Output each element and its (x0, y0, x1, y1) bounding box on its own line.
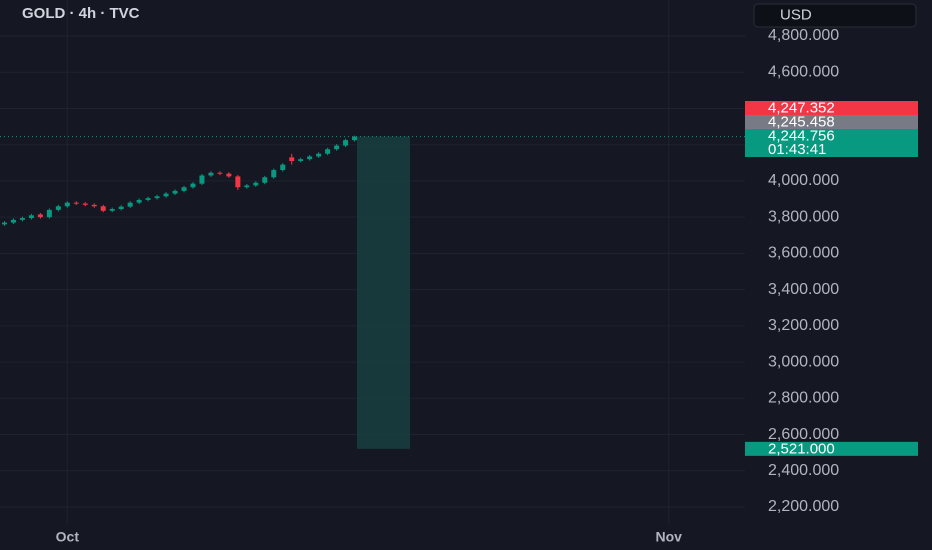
candle-body (46, 209, 52, 218)
candle-body (298, 159, 304, 161)
price-badge (745, 441, 918, 456)
candle-body (262, 177, 268, 183)
candle-body (181, 187, 187, 191)
candle-body (109, 209, 115, 211)
candle-body (163, 193, 169, 197)
candle-body (136, 199, 142, 203)
currency-button[interactable] (753, 3, 917, 28)
y-tick-label: 3,800.000 (768, 208, 839, 225)
y-tick-label: 3,400.000 (768, 281, 839, 298)
candle-body (190, 183, 196, 188)
y-tick-label: 3,600.000 (768, 245, 839, 262)
y-tick-label: 4,000.000 (768, 172, 839, 189)
price-badge (745, 129, 918, 157)
candle-body (154, 196, 160, 199)
currency-label[interactable]: USD (780, 6, 812, 23)
y-tick-label: 3,000.000 (768, 353, 839, 370)
candle-body (244, 185, 250, 188)
candle-body (37, 214, 43, 218)
candle-body (64, 202, 70, 207)
y-tick-label: 3,200.000 (768, 317, 839, 334)
candle-body (73, 202, 79, 204)
price-badge (745, 115, 918, 129)
countdown: 01:43:41 (768, 141, 826, 158)
y-tick-label: 2,600.000 (768, 426, 839, 443)
candle-body (145, 198, 151, 200)
candle-body (271, 170, 277, 178)
candle-body (280, 164, 286, 171)
candle-body (28, 215, 34, 219)
candle-body (352, 136, 358, 141)
candle-body (1, 222, 7, 225)
candle-body (82, 203, 88, 205)
y-tick-label: 4,800.000 (768, 27, 839, 44)
y-tick-label: 2,800.000 (768, 390, 839, 407)
candle-body (127, 202, 133, 207)
candle-body (55, 206, 61, 210)
candle-body (289, 157, 295, 161)
candle-body (10, 219, 16, 223)
candle-body (172, 190, 178, 194)
candle-body (253, 182, 259, 186)
candle-body (316, 153, 322, 157)
candle-body (217, 172, 223, 174)
candle-body (118, 206, 124, 210)
x-tick-label: Nov (655, 529, 682, 545)
candle-body (343, 140, 349, 146)
range-box (357, 136, 410, 449)
candle-body (208, 172, 214, 176)
price-badge-label: 2,521.000 (768, 440, 835, 457)
price-badge-label: 4,244.756 (768, 127, 835, 144)
candle-body (235, 176, 241, 188)
candle-body (100, 206, 106, 211)
y-tick-label: 2,200.000 (768, 498, 839, 515)
price-badge-label: 4,247.352 (768, 99, 835, 116)
candle-body (91, 204, 97, 207)
price-badge-label: 4,245.458 (768, 113, 835, 130)
y-tick-label: 2,400.000 (768, 462, 839, 479)
candle-body (325, 149, 331, 154)
x-tick-label: Oct (56, 529, 80, 545)
price-badge (745, 101, 918, 115)
candle-body (334, 145, 340, 150)
candle-body (307, 156, 313, 160)
candle-body (226, 173, 232, 177)
chart-title: GOLD · 4h · TVC (22, 5, 140, 22)
candle-body (199, 175, 205, 184)
y-tick-label: 4,600.000 (768, 63, 839, 80)
candle-body (19, 218, 25, 220)
